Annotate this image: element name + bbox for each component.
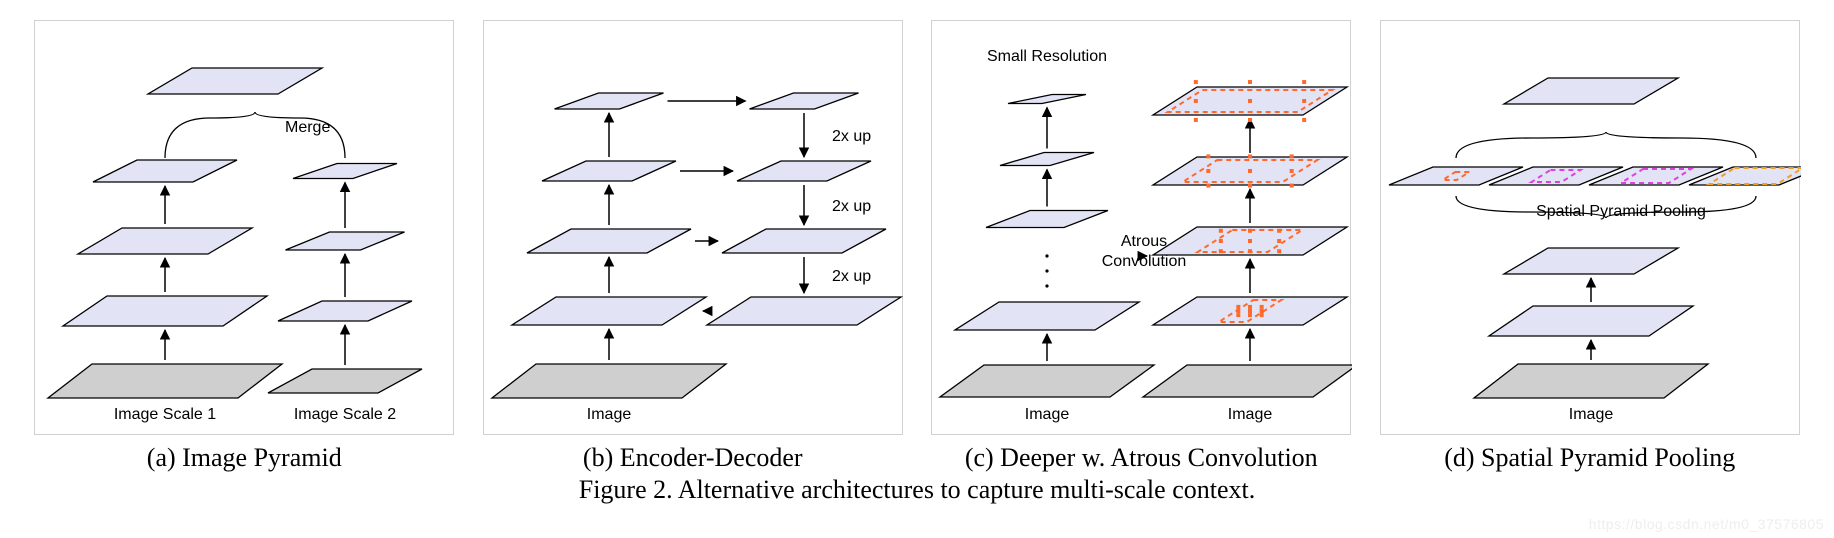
svg-text:Image Scale 2: Image Scale 2 [294,406,396,423]
caption-a: (a) Image Pyramid [147,443,342,473]
caption-c: (c) Deeper w. Atrous Convolution [965,443,1318,473]
svg-text:Small Resolution: Small Resolution [987,48,1107,65]
panel-a-wrap: Merge Image Scale 1 Image Scale 2 (a) Imag… [34,20,454,473]
svg-text:Image: Image [1569,406,1614,423]
panel-d-wrap: Spatial Pyramid Pooling Image (d) Spatial… [1380,20,1800,473]
panel-a: Merge Image Scale 1 Image Scale 2 [34,20,454,435]
svg-text:Image Scale 1: Image Scale 1 [114,406,216,423]
caption-b: (b) Encoder-Decoder [583,443,803,473]
caption-d: (d) Spatial Pyramid Pooling [1444,443,1735,473]
svg-text:Convolution: Convolution [1102,253,1187,270]
watermark: https://blog.csdn.net/m0_37576805 [1589,516,1824,532]
panel-b: 2x up 2x up 2x up Image [483,20,903,435]
svg-text:Image: Image [1228,406,1273,423]
panel-b-wrap: 2x up 2x up 2x up Image (b) Encoder-Decoder [483,20,903,473]
svg-text:Atrous: Atrous [1121,233,1167,250]
panel-c: Atrous Convolution Small Resolution Image Im… [931,20,1351,435]
svg-text:2x up: 2x up [832,268,871,285]
svg-text:2x up: 2x up [832,198,871,215]
svg-text:Merge: Merge [285,119,330,136]
svg-text:2x up: 2x up [832,128,871,145]
svg-text:Image: Image [587,406,632,423]
panel-d: Spatial Pyramid Pooling Image [1380,20,1800,435]
svg-text:Spatial Pyramid Pooling: Spatial Pyramid Pooling [1536,203,1706,220]
panel-c-wrap: Atrous Convolution Small Resolution Image Im… [931,20,1351,473]
figure-caption: Figure 2. Alternative architectures to c… [0,475,1834,505]
panels-row: Merge Image Scale 1 Image Scale 2 (a) Imag… [0,0,1834,473]
svg-text:Image: Image [1025,406,1070,423]
